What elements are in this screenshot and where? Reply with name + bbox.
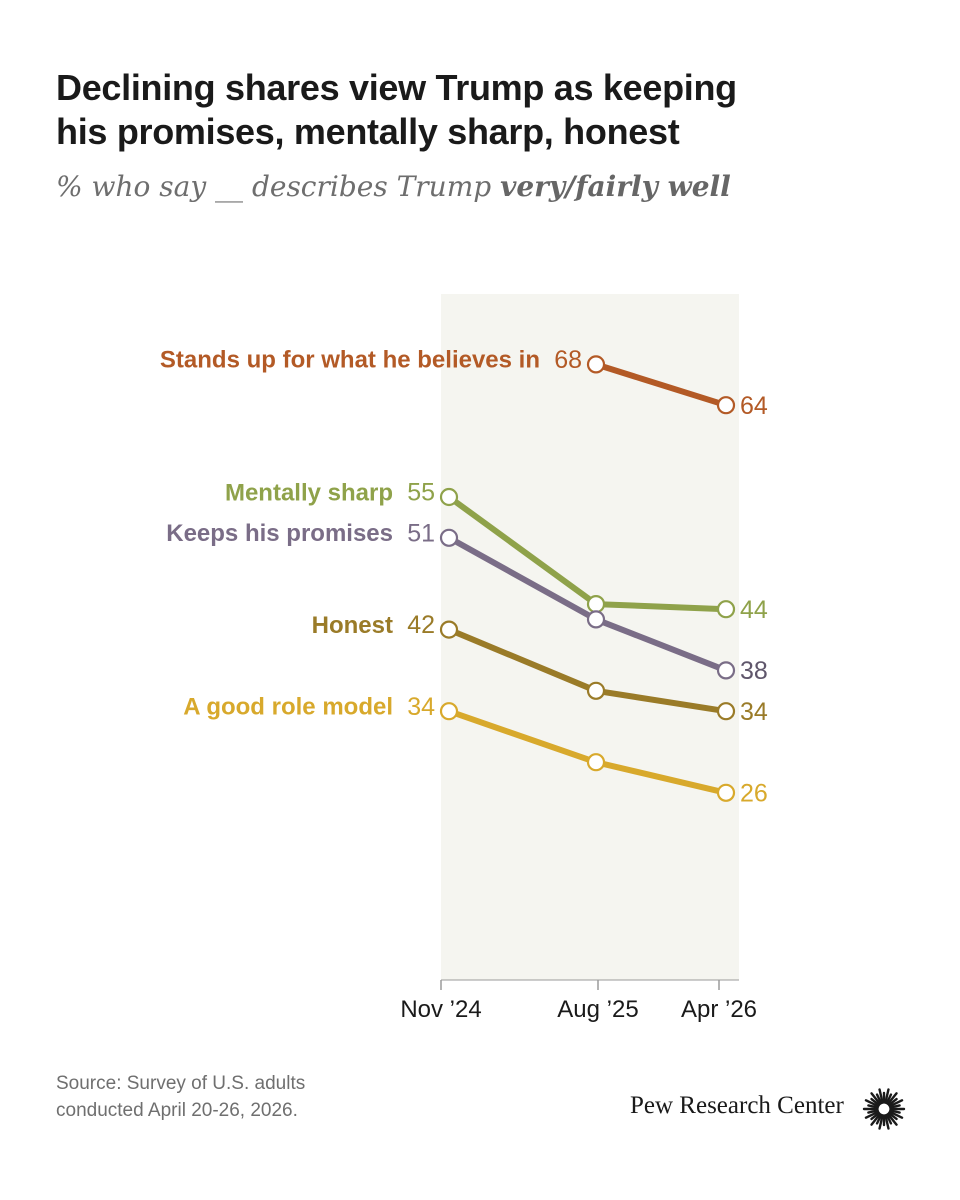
logo-ray (886, 1092, 898, 1106)
x-tick-label: Aug ’25 (557, 996, 638, 1023)
title-line-1: Declining shares view Trump as keeping (56, 67, 737, 108)
series-end-value: 26 (740, 779, 768, 807)
series-start-value: 42 (407, 611, 435, 639)
logo-ray (887, 1097, 898, 1107)
logo-ray (878, 1088, 884, 1104)
data-point (716, 783, 736, 802)
source-line-2: conducted April 20-26, 2026. (56, 1100, 298, 1121)
title-line-2: his promises, mentally sharp, honest (56, 111, 680, 152)
logo-ray (875, 1093, 883, 1105)
series-line (593, 361, 729, 409)
data-point (716, 396, 736, 415)
chart-subtitle: % who say __ describes Trump very/fairly… (56, 170, 916, 203)
data-point (439, 528, 459, 547)
series-label: Stands up for what he believes in (160, 347, 540, 374)
line-chart: Nov ’24 Aug ’25 Apr ’26 68 Stands up for wha… (160, 294, 768, 1023)
source-note: Source: Survey of U.S. adults conducted … (56, 1070, 305, 1124)
x-tick-label: Apr ’26 (681, 996, 757, 1023)
logo-ray (870, 1097, 881, 1107)
series-label: Honest (312, 612, 393, 639)
series-label: Mentally sharp (225, 479, 393, 506)
series-start-value: 51 (407, 519, 435, 547)
data-point (716, 661, 736, 680)
logo-ray (884, 1088, 890, 1104)
logo-ray (875, 1113, 883, 1125)
subtitle-emphasis: very/fairly well (500, 170, 731, 203)
pew-sunburst-icon (862, 1088, 906, 1130)
data-point (586, 610, 606, 629)
logo-ray (885, 1113, 893, 1125)
brand-name: Pew Research Center (630, 1092, 844, 1119)
data-point (716, 600, 736, 619)
series-label: A good role model (183, 694, 393, 721)
data-point (439, 702, 459, 721)
logo-ray (870, 1112, 882, 1126)
logo-ray (888, 1110, 904, 1119)
logo-ray (889, 1109, 901, 1114)
logo-ray (887, 1111, 898, 1121)
series-end-value: 64 (740, 392, 768, 420)
logo-ray (888, 1099, 904, 1108)
data-point (439, 620, 459, 639)
logo-ray (889, 1104, 901, 1109)
data-point (586, 355, 606, 374)
logo-ray (867, 1109, 879, 1114)
highlight-band (441, 294, 739, 980)
data-point (586, 681, 606, 700)
series-start-value: 34 (407, 693, 435, 721)
logo-ray (864, 1110, 880, 1119)
logo-ray (870, 1092, 882, 1106)
series-start-value: 68 (554, 346, 582, 374)
source-line-1: Source: Survey of U.S. adults (56, 1073, 306, 1094)
logo-ray (884, 1114, 890, 1130)
data-point (716, 702, 736, 721)
logo-ray (864, 1099, 880, 1108)
series-start-value: 55 (407, 479, 435, 507)
series-end-value: 38 (740, 657, 768, 685)
logo-ray (867, 1104, 879, 1109)
logo-ray (886, 1112, 898, 1126)
series-end-value: 34 (740, 698, 768, 726)
logo-ray (870, 1111, 881, 1121)
logo-ray (878, 1114, 884, 1130)
logo-ray (885, 1093, 893, 1105)
x-tick-label: Nov ’24 (400, 996, 481, 1023)
data-point (586, 594, 606, 614)
series-end-value: 44 (740, 596, 768, 624)
subtitle-prefix: % who say __ describes Trump (56, 170, 501, 203)
chart-title: Declining shares view Trump as keeping h… (56, 66, 916, 154)
series-label: Keeps his promises (166, 520, 393, 547)
data-point (586, 753, 606, 772)
data-point (439, 487, 459, 507)
